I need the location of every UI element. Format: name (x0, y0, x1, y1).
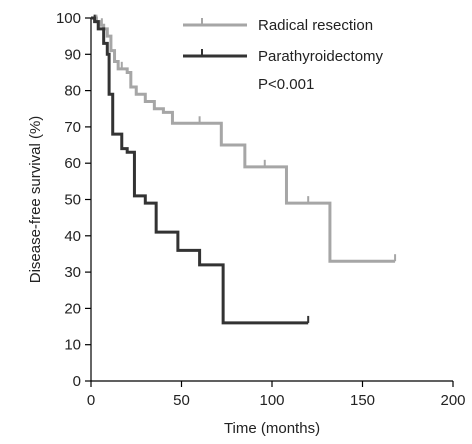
x-axis-label: Time (months) (224, 420, 320, 437)
y-tick-label: 90 (64, 46, 81, 63)
legend-label-radical: Radical resection (258, 17, 373, 34)
y-ticks: 0 10 20 30 40 50 60 70 80 90 100 (56, 10, 91, 390)
axes: 0 50 100 150 200 0 10 20 30 40 50 60 70 80 90 100 (56, 10, 466, 409)
p-value-annotation: P<0.001 (258, 76, 314, 93)
x-tick-label: 50 (173, 392, 190, 409)
x-tick-label: 0 (87, 392, 95, 409)
y-tick-label: 80 (64, 83, 81, 100)
y-tick-label: 40 (64, 228, 81, 245)
legend: Radical resection Parathyroidectomy P<0.… (183, 17, 384, 93)
y-tick-label: 60 (64, 155, 81, 172)
series-line-1 (91, 16, 309, 325)
legend-label-parathyroidectomy: Parathyroidectomy (258, 48, 384, 65)
y-tick-label: 100 (56, 10, 81, 27)
y-tick-label: 10 (64, 337, 81, 354)
x-tick-label: 100 (259, 392, 284, 409)
y-tick-label: 50 (64, 192, 81, 209)
x-tick-label: 200 (440, 392, 465, 409)
y-axis-label: Disease-free survival (%) (27, 116, 44, 284)
x-ticks: 0 50 100 150 200 (87, 381, 466, 409)
y-tick-label: 20 (64, 300, 81, 317)
y-tick-label: 70 (64, 119, 81, 136)
series-layer (91, 14, 397, 325)
x-tick-label: 150 (350, 392, 375, 409)
y-tick-label: 30 (64, 264, 81, 281)
y-tick-label: 0 (73, 373, 81, 390)
